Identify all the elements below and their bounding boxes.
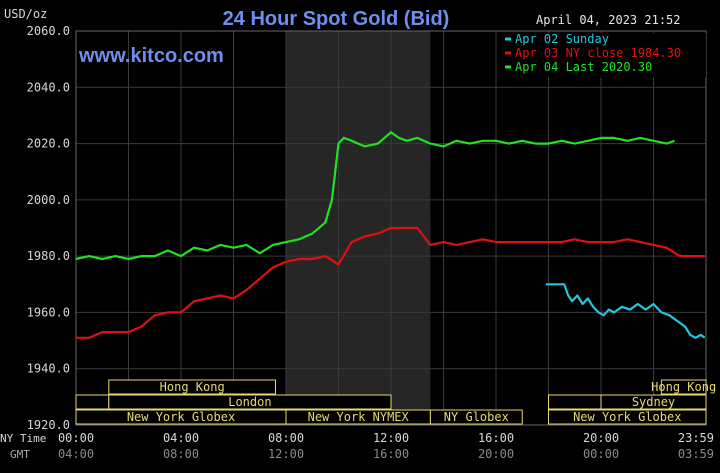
session-label: Sydney (632, 395, 675, 409)
watermark-kitco: www.kitco.com (78, 45, 224, 67)
gmt-label: GMT (10, 448, 30, 461)
x-tick-gmt: 04:00 (58, 447, 94, 461)
datetime-label: April 04, 2023 21:52 (536, 13, 681, 27)
session-label: New York Globex (127, 410, 235, 424)
session-label: NY Globex (444, 410, 509, 424)
x-tick-gmt: 08:00 (163, 447, 199, 461)
x-tick-ny: 12:00 (373, 431, 409, 445)
session-bar (108, 379, 276, 395)
legend-item-apr03: Apr 03 NY close 1984.30 (515, 46, 681, 60)
y-tick-label: 2060.0 (27, 24, 70, 38)
plot-frame (75, 30, 707, 426)
session-bar (548, 409, 707, 425)
session-label: New York NYMEX (308, 410, 410, 424)
y-tick-label: 2020.0 (27, 137, 70, 151)
legend-item-apr02: Apr 02 Sunday (515, 32, 609, 46)
x-tick-gmt: 20:00 (478, 447, 514, 461)
legend-item-apr04: Apr 04 Last 2020.30 (515, 60, 652, 74)
y-tick-label: 2000.0 (27, 193, 70, 207)
y-tick-label: 1960.0 (27, 305, 70, 319)
x-tick-gmt: 12:00 (268, 447, 304, 461)
y-tick-label: 2040.0 (27, 80, 70, 94)
x-tick-gmt: 16:00 (373, 447, 409, 461)
session-bar (108, 394, 392, 410)
session-label: Hong Kong (651, 380, 716, 394)
y-tick-label: 1920.0 (27, 418, 70, 432)
legend: Apr 02 Sunday Apr 03 NY close 1984.30 Ap… (499, 32, 706, 77)
chart-title: 24 Hour Spot Gold (Bid) (223, 8, 450, 30)
session-label: London (228, 395, 271, 409)
session-label: New York Globex (573, 410, 681, 424)
legend-box (499, 33, 706, 77)
x-tick-gmt: 00:00 (583, 447, 619, 461)
series-line-2 (75, 131, 675, 261)
axis-layer: 1920.0 1940.0 1960.0 1980.0 2000.0 2020.0 2040… (27, 24, 714, 461)
series-line-0 (545, 283, 706, 339)
x-tick-ny: 04:00 (163, 431, 199, 445)
y-tick-label: 1940.0 (27, 362, 70, 376)
y-tick-label: 1980.0 (27, 249, 70, 263)
x-tick-ny: 00:00 (58, 431, 94, 445)
series-line-1 (76, 226, 705, 339)
unit-label: USD/oz (4, 7, 47, 21)
session-bar (429, 409, 523, 425)
x-tick-ny: 20:00 (583, 431, 619, 445)
session-label: Hong Kong (160, 380, 225, 394)
ny-time-label: NY Time (0, 432, 46, 445)
grid-layer (75, 30, 707, 426)
session-bar (75, 394, 110, 410)
x-tick-ny: 16:00 (478, 431, 514, 445)
x-tick-ny: 08:00 (268, 431, 304, 445)
x-tick-ny: 23:59 (678, 431, 714, 445)
session-bar (600, 394, 707, 410)
x-tick-gmt: 03:59 (678, 447, 714, 461)
series-layer (75, 131, 706, 339)
session-bar (660, 379, 707, 395)
